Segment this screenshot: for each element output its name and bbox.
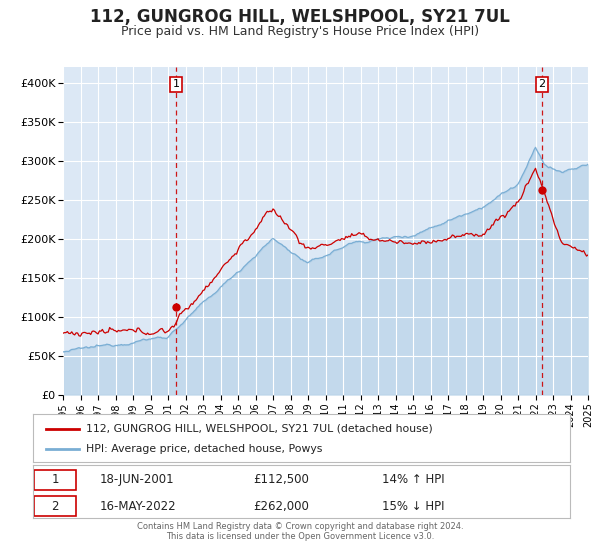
FancyBboxPatch shape: [34, 470, 76, 490]
Text: 15% ↓ HPI: 15% ↓ HPI: [382, 500, 445, 513]
Text: 1: 1: [173, 80, 179, 90]
Text: Contains HM Land Registry data © Crown copyright and database right 2024.
This d: Contains HM Land Registry data © Crown c…: [137, 522, 463, 542]
Text: 1: 1: [51, 473, 59, 486]
Text: 2: 2: [538, 80, 545, 90]
Text: HPI: Average price, detached house, Powys: HPI: Average price, detached house, Powy…: [86, 444, 322, 454]
Text: £112,500: £112,500: [253, 473, 309, 486]
FancyBboxPatch shape: [34, 496, 76, 516]
Text: Price paid vs. HM Land Registry's House Price Index (HPI): Price paid vs. HM Land Registry's House …: [121, 25, 479, 38]
Text: £262,000: £262,000: [253, 500, 309, 513]
Text: 112, GUNGROG HILL, WELSHPOOL, SY21 7UL: 112, GUNGROG HILL, WELSHPOOL, SY21 7UL: [90, 8, 510, 26]
Text: 14% ↑ HPI: 14% ↑ HPI: [382, 473, 445, 486]
Text: 16-MAY-2022: 16-MAY-2022: [100, 500, 177, 513]
Text: 18-JUN-2001: 18-JUN-2001: [100, 473, 175, 486]
Text: 2: 2: [51, 500, 59, 513]
Text: 112, GUNGROG HILL, WELSHPOOL, SY21 7UL (detached house): 112, GUNGROG HILL, WELSHPOOL, SY21 7UL (…: [86, 424, 433, 433]
